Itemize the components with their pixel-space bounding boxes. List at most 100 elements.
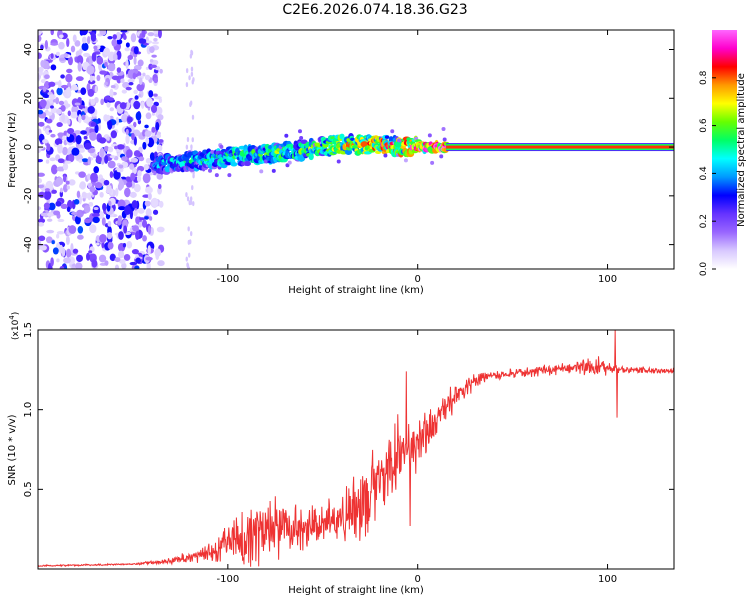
noise-blob xyxy=(155,121,160,131)
noise-blob xyxy=(130,33,137,43)
noise-blob xyxy=(141,219,148,228)
noise-blob xyxy=(138,221,143,228)
noise-blob xyxy=(152,209,159,215)
noise-blob xyxy=(133,89,138,95)
noise-blob xyxy=(131,167,137,175)
noise-blob xyxy=(96,74,101,82)
noise-blob xyxy=(40,60,45,68)
noise-blob xyxy=(133,46,139,55)
noise-blob xyxy=(79,48,83,54)
noise-blob xyxy=(82,62,87,71)
noise-blob xyxy=(116,50,122,60)
noise-blob xyxy=(146,40,153,44)
noise-blob xyxy=(115,187,119,197)
noise-blob xyxy=(46,212,55,217)
noise-blob xyxy=(44,127,51,135)
noise-blob xyxy=(38,35,42,43)
noise-blob xyxy=(104,155,109,164)
noise-blob xyxy=(125,134,130,145)
signal-blob xyxy=(244,161,251,167)
signal-blob xyxy=(430,160,435,165)
noise-blob xyxy=(38,109,44,115)
signal-blob xyxy=(308,153,314,161)
noise-blob xyxy=(81,36,87,44)
noise-blob xyxy=(50,30,54,36)
noise-blob xyxy=(157,114,164,121)
noise-blob xyxy=(141,30,146,39)
noise-blob xyxy=(128,81,134,86)
noise-blob xyxy=(66,206,71,213)
noise-blob xyxy=(62,264,67,268)
noise-blob xyxy=(185,82,189,88)
noise-blob xyxy=(92,216,100,224)
noise-blob xyxy=(56,108,62,115)
carrier-line-core xyxy=(446,145,674,149)
colorbar-ticks: 0.0 0.2 0.4 0.6 0.8 xyxy=(699,70,716,276)
noise-blob xyxy=(153,37,158,42)
noise-blob xyxy=(127,116,133,123)
noise-blob xyxy=(50,133,56,138)
noise-blob xyxy=(151,197,159,208)
noise-blob xyxy=(147,192,152,200)
noise-blob xyxy=(136,175,142,183)
signal-blob xyxy=(287,160,292,165)
noise-blob xyxy=(44,74,50,80)
noise-blob xyxy=(118,250,125,259)
noise-blob xyxy=(157,186,163,195)
noise-blob xyxy=(191,137,194,143)
noise-blob xyxy=(76,154,84,160)
noise-blob xyxy=(133,56,137,65)
noise-blob xyxy=(88,253,97,259)
noise-blob xyxy=(38,222,45,227)
noise-blob xyxy=(190,71,194,77)
noise-blob xyxy=(70,45,76,53)
signal-blob xyxy=(439,154,444,159)
noise-blob xyxy=(72,248,79,254)
noise-blob xyxy=(57,218,65,223)
noise-blob xyxy=(78,114,82,124)
noise-blob xyxy=(185,192,188,198)
y-tick-label: -20 xyxy=(23,188,34,204)
noise-blob xyxy=(158,139,164,143)
noise-blob xyxy=(145,66,150,70)
noise-blob xyxy=(125,128,129,136)
noise-blob xyxy=(38,184,45,189)
noise-blob xyxy=(111,39,118,47)
noise-blob xyxy=(154,96,162,100)
noise-blob xyxy=(134,95,139,100)
y-tick-label: -40 xyxy=(23,236,34,252)
noise-blob xyxy=(114,257,121,263)
noise-blob xyxy=(55,177,64,186)
signal-blob xyxy=(360,141,368,148)
noise-blob xyxy=(118,231,124,240)
signal-blob xyxy=(210,149,215,154)
noise-blob xyxy=(86,173,91,181)
noise-blob xyxy=(50,105,54,109)
noise-blob xyxy=(158,200,164,208)
noise-blob xyxy=(189,196,193,202)
noise-blob xyxy=(78,159,83,163)
noise-blob xyxy=(109,88,114,98)
noise-blob xyxy=(73,130,82,135)
noise-blob xyxy=(109,253,116,262)
noise-blob xyxy=(44,188,51,192)
noise-blob xyxy=(138,38,147,44)
signal-blob xyxy=(208,168,213,173)
noise-blob xyxy=(189,53,193,59)
noise-blob xyxy=(81,114,86,121)
noise-blob xyxy=(62,175,67,183)
noise-blob xyxy=(80,87,87,95)
noise-blob xyxy=(99,70,108,75)
noise-blob xyxy=(101,217,106,226)
noise-blob xyxy=(55,97,60,105)
noise-blob xyxy=(65,235,70,246)
noise-blob xyxy=(76,55,84,65)
noise-blob xyxy=(79,181,86,190)
noise-blob xyxy=(153,93,158,97)
noise-blob xyxy=(62,162,69,171)
noise-blob xyxy=(73,198,80,205)
noise-blob xyxy=(142,141,147,150)
noise-blob xyxy=(86,65,95,75)
noise-blob xyxy=(151,126,156,133)
noise-blob xyxy=(145,186,153,194)
